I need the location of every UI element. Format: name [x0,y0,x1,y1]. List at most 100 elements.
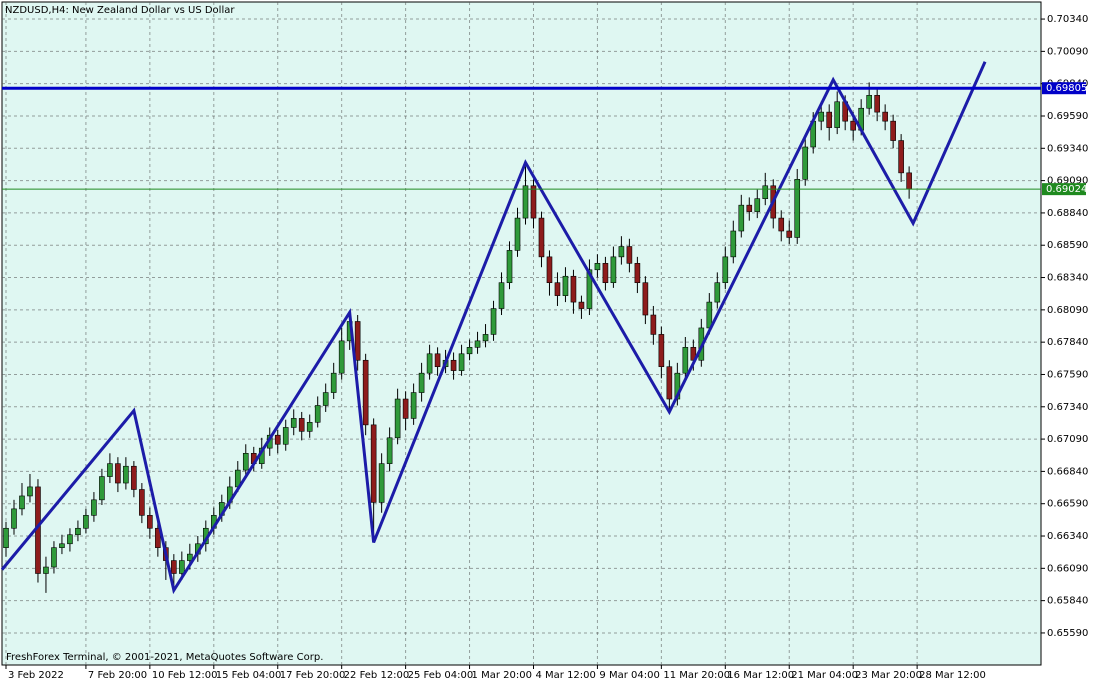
y-tick-label: 0.67090 [1047,434,1088,445]
candle-body [562,275,569,296]
candle-body [91,499,97,516]
candle-body [746,204,753,212]
candle-body [522,185,529,219]
candle-body [43,566,49,574]
candle-body [874,95,880,113]
candle-body [338,340,345,374]
price-level-label: 0.69024 [1046,184,1087,195]
price-level-label: 0.69805 [1046,83,1087,94]
candle-body [786,230,793,238]
zigzag-line [0,61,987,595]
y-tick-label: 0.65590 [1047,628,1088,639]
candle-body [730,230,737,258]
candle-body [394,398,401,439]
y-tick-label: 0.68340 [1047,273,1088,284]
y-tick-label: 0.67840 [1047,337,1088,348]
candle-body [378,463,385,503]
y-tick-label: 0.70340 [1047,14,1088,25]
y-tick-label: 0.66590 [1047,499,1088,510]
candle-body [594,263,601,271]
candle-body [59,543,65,548]
price-level-box [1042,183,1086,196]
candle-body [242,453,249,471]
candle-body [610,256,617,284]
candle-body [107,463,113,477]
chart-title: NZDUSD,H4: New Zealand Dollar vs US Doll… [5,5,235,16]
candle-body [171,560,177,574]
candle-body [634,263,641,284]
candle-body [546,256,553,284]
x-tick-label: 15 Feb 04:00 [216,670,282,681]
candle-body [115,463,121,484]
y-tick-label: 0.69590 [1047,111,1088,122]
candle-body [11,508,17,529]
x-tick-label: 9 Mar 04:00 [599,670,659,681]
candle-body [179,560,185,574]
candle-body [282,427,289,445]
y-tick-label: 0.70090 [1047,46,1088,57]
candle-body [426,353,433,374]
candle-body [898,140,904,174]
footer: FreshForex Terminal, © 2001-2021, MetaQu… [6,652,323,663]
candle-body [778,217,785,232]
candle-body [666,366,673,400]
y-tick-label: 0.65840 [1047,596,1088,607]
candle-body [794,179,801,238]
x-tick-label: 4 Mar 12:00 [535,670,595,681]
candle-body [434,353,441,368]
candle-body [650,314,657,335]
candle-body [834,101,840,128]
x-tick-label: 21 Mar 04:00 [791,670,858,681]
candle-body [410,392,417,419]
y-tick-label: 0.66840 [1047,466,1088,477]
candle-body [602,263,609,284]
x-tick-label: 16 Mar 12:00 [727,670,794,681]
candle-body [298,418,305,432]
candle-body [458,353,465,371]
candle-body [586,269,593,309]
y-tick-label: 0.69340 [1047,143,1088,154]
plot-area [1,1,1042,666]
candle-body [354,321,361,361]
candle-body [570,275,577,303]
candle-body [290,418,297,428]
candle-body [3,527,9,548]
x-tick-label: 10 Feb 12:00 [152,670,218,681]
y-tick-label: 0.66340 [1047,531,1088,542]
candle-body [578,301,585,309]
candle-body [850,120,856,131]
candle-body [450,359,457,371]
candle-body [538,217,545,258]
candle-body [762,185,769,200]
candle-body [386,437,393,464]
candle-body [658,334,665,368]
candle-body [322,392,329,406]
candle-body [882,111,888,122]
candle-body [274,434,281,445]
candle-body [75,527,81,536]
candle-body [83,515,89,529]
x-tick-label: 3 Feb 2022 [8,670,64,681]
candle-body [802,146,809,180]
candle-body [682,347,689,374]
x-tick-label: 28 Mar 12:00 [919,670,986,681]
axes: 0.703400.700900.698400.695900.693400.690… [5,14,1088,681]
candle-body [490,308,497,335]
candle-body [362,359,369,426]
candle-body [738,204,745,232]
y-tick-label: 0.68590 [1047,240,1088,251]
candle-body [818,111,825,122]
y-tick-label: 0.66090 [1047,563,1088,574]
y-tick-label: 0.68840 [1047,208,1088,219]
x-tick-label: 1 Mar 20:00 [472,670,532,681]
candle-body [906,172,912,190]
candle-body [474,340,481,348]
candle-body [554,282,561,296]
candle-body [618,246,625,258]
candle-body [642,282,649,316]
y-tick-label: 0.69090 [1047,176,1088,187]
candle-body [866,95,872,109]
candle-body [722,256,729,284]
candle-body [19,495,25,510]
